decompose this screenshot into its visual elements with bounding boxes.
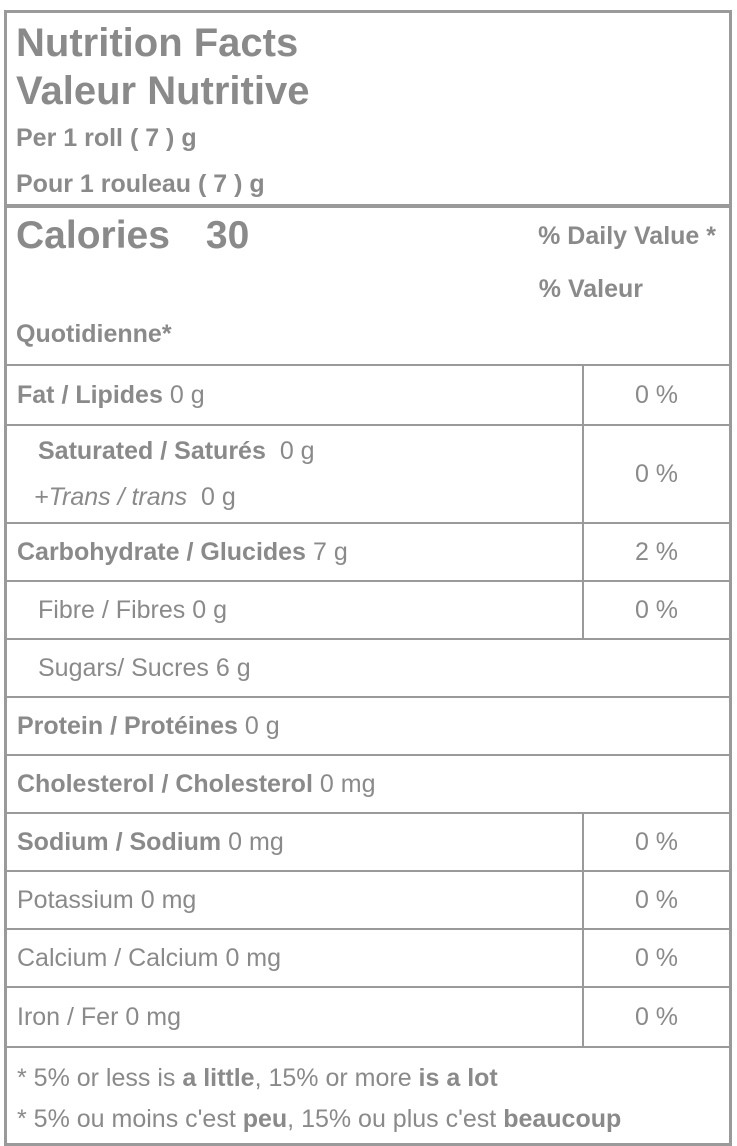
footnote-bold: beaucoup	[503, 1105, 622, 1133]
saturated-trans-labels: Saturated / Saturés 0 g +Trans / trans 0…	[7, 426, 582, 522]
carbohydrate-row: Carbohydrate / Glucides 7 g 2 %	[7, 524, 729, 582]
protein-label: Protein / Protéines 0 g	[7, 698, 729, 754]
nutrient-name: Iron / Fer	[17, 1002, 119, 1031]
nutrient-amount: 0 mg	[228, 827, 284, 856]
nutrient-name: Fat / Lipides	[17, 380, 163, 409]
fat-dv-cell: 0 %	[582, 366, 729, 424]
serving-size-french: Pour 1 rouleau ( 7 ) g	[16, 170, 265, 198]
carbohydrate-dv-cell: 2 %	[582, 524, 729, 580]
potassium-dv-cell: 0 %	[582, 872, 729, 928]
nutrient-name: Sugars/ Sucres	[38, 653, 209, 682]
nutrient-amount: 7 g	[312, 537, 348, 566]
dv-value: 0 %	[634, 885, 679, 914]
calories-section: Calories 30 % Daily Value * % Valeur Quot…	[7, 208, 729, 366]
nutrient-amount: 6 g	[215, 653, 251, 682]
dv-value: 0 %	[634, 943, 679, 972]
footnote-french: * 5% ou moins c'est peu, 15% ou plus c'e…	[17, 1099, 729, 1140]
nutrient-name: Fibre / Fibres	[38, 595, 186, 624]
footnote-section: * 5% or less is a little, 15% or more is…	[7, 1048, 729, 1143]
potassium-label: Potassium 0 mg	[7, 872, 582, 928]
nutrient-name: Potassium	[17, 885, 134, 914]
sugars-label: Sugars/ Sucres 6 g	[7, 640, 729, 696]
fat-row: Fat / Lipides 0 g 0 %	[7, 366, 729, 426]
sodium-label: Sodium / Sodium 0 mg	[7, 814, 582, 870]
iron-row: Iron / Fer 0 mg 0 %	[7, 988, 729, 1048]
nutrient-amount: 0 g	[192, 595, 228, 624]
dv-value: 2 %	[634, 537, 679, 566]
sugars-row: Sugars/ Sucres 6 g	[7, 640, 729, 698]
nutrient-amount: 0 mg	[225, 943, 282, 972]
fibre-dv-cell: 0 %	[582, 582, 729, 638]
fibre-row: Fibre / Fibres 0 g 0 %	[7, 582, 729, 640]
nutrient-amount: 0 g	[201, 482, 236, 511]
nutrient-name: Carbohydrate / Glucides	[17, 537, 306, 566]
nutrient-amount: 0 mg	[140, 885, 197, 914]
sodium-row: Sodium / Sodium 0 mg 0 %	[7, 814, 729, 872]
nutrient-amount: 0 g	[244, 711, 280, 740]
nutrient-name: Protein / Protéines	[17, 711, 238, 740]
footnote-text: , 15% ou plus c'est	[287, 1105, 504, 1133]
daily-value-header-fr-line1: % Valeur	[538, 275, 643, 303]
nutrient-name: Saturated / Saturés	[38, 436, 266, 465]
title-english: Nutrition Facts	[16, 21, 299, 65]
fat-label: Fat / Lipides 0 g	[7, 366, 582, 424]
protein-row: Protein / Protéines 0 g	[7, 698, 729, 756]
fibre-label: Fibre / Fibres 0 g	[7, 582, 582, 638]
dv-value: 0 %	[634, 459, 679, 488]
nutrient-amount: 0 g	[169, 380, 205, 409]
potassium-row: Potassium 0 mg 0 %	[7, 872, 729, 930]
daily-value-header-fr-line2: Quotidienne*	[16, 320, 172, 348]
footnote-text: * 5% or less is	[17, 1064, 183, 1092]
footnote-text: * 5% ou moins c'est	[17, 1105, 243, 1133]
nutrient-name: Calcium / Calcium	[17, 943, 219, 972]
nutrient-name: Cholesterol / Cholesterol	[17, 769, 313, 798]
nutrient-name: Sodium / Sodium	[17, 827, 222, 856]
nutrient-amount: 0 g	[279, 436, 315, 465]
iron-label: Iron / Fer 0 mg	[7, 988, 582, 1046]
trans-label: +Trans / trans 0 g	[7, 483, 582, 512]
saturated-label: Saturated / Saturés 0 g	[7, 437, 582, 466]
nutrient-amount: 0 mg	[319, 769, 376, 798]
calcium-label: Calcium / Calcium 0 mg	[7, 930, 582, 986]
footnote-text: , 15% or more	[254, 1064, 419, 1092]
dv-value: 0 %	[634, 595, 679, 624]
serving-size-english: Per 1 roll ( 7 ) g	[16, 124, 197, 152]
saturated-trans-row: Saturated / Saturés 0 g +Trans / trans 0…	[7, 426, 729, 524]
saturated-trans-dv-cell: 0 %	[582, 426, 729, 522]
footnote-bold: peu	[242, 1105, 288, 1133]
calcium-row: Calcium / Calcium 0 mg 0 %	[7, 930, 729, 988]
footnote-bold: is a lot	[418, 1064, 498, 1092]
iron-dv-cell: 0 %	[582, 988, 729, 1046]
sodium-dv-cell: 0 %	[582, 814, 729, 870]
nutrient-name: +Trans / trans	[34, 482, 188, 511]
dv-value: 0 %	[634, 380, 679, 409]
calories-label: Calories	[16, 214, 170, 257]
cholesterol-label: Cholesterol / Cholesterol 0 mg	[7, 756, 729, 812]
footnote-bold: a little	[182, 1064, 255, 1092]
calcium-dv-cell: 0 %	[582, 930, 729, 986]
calories-value: 30	[205, 214, 250, 257]
carbohydrate-label: Carbohydrate / Glucides 7 g	[7, 524, 582, 580]
nutrition-facts-label: Nutrition Facts Valeur Nutritive Per 1 r…	[4, 10, 732, 1146]
nutrient-amount: 0 mg	[125, 1002, 182, 1031]
header-section: Nutrition Facts Valeur Nutritive Per 1 r…	[7, 13, 729, 208]
dv-value: 0 %	[634, 1002, 679, 1031]
footnote-english: * 5% or less is a little, 15% or more is…	[17, 1058, 729, 1099]
calories-line: Calories 30	[16, 214, 249, 258]
title-french: Valeur Nutritive	[16, 69, 310, 113]
daily-value-header-en: % Daily Value *	[538, 222, 716, 250]
cholesterol-row: Cholesterol / Cholesterol 0 mg	[7, 756, 729, 814]
dv-value: 0 %	[634, 827, 679, 856]
